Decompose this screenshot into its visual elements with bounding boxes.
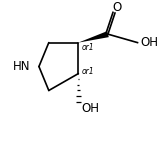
Polygon shape xyxy=(78,31,109,43)
Text: or1: or1 xyxy=(81,43,94,52)
Text: or1: or1 xyxy=(81,67,94,76)
Text: OH: OH xyxy=(81,102,99,115)
Text: HN: HN xyxy=(13,60,31,73)
Text: OH: OH xyxy=(140,36,158,49)
Text: O: O xyxy=(112,1,122,14)
